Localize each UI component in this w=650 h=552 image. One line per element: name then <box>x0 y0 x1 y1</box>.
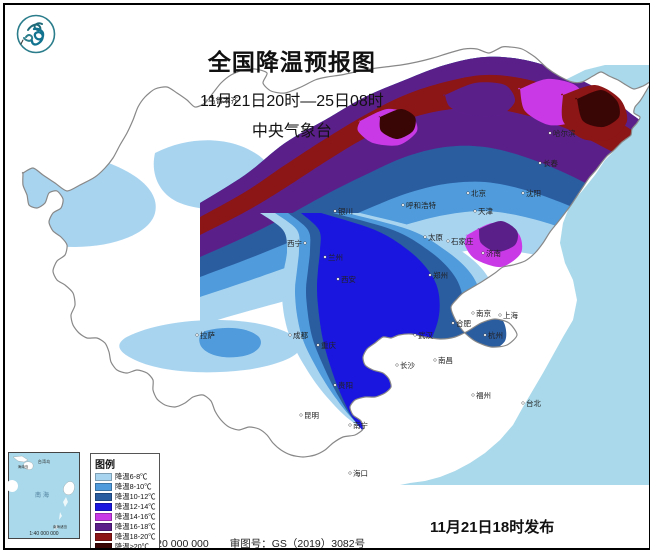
svg-text:太原: 太原 <box>428 232 443 242</box>
svg-text:南宁: 南宁 <box>353 420 368 430</box>
svg-text:海口: 海口 <box>353 468 368 478</box>
svg-text:重庆: 重庆 <box>321 340 336 350</box>
svg-text:西安: 西安 <box>341 274 356 284</box>
svg-text:石家庄: 石家庄 <box>451 236 474 246</box>
svg-text:呼和浩特: 呼和浩特 <box>406 200 436 210</box>
svg-text:台湾岛: 台湾岛 <box>38 458 51 465</box>
svg-text:拉萨: 拉萨 <box>200 330 215 340</box>
svg-text:长沙: 长沙 <box>400 360 415 370</box>
svg-text:福州: 福州 <box>476 391 491 400</box>
svg-text:郑州: 郑州 <box>433 270 448 280</box>
svg-text:银川: 银川 <box>338 207 353 216</box>
svg-text:昆明: 昆明 <box>304 411 319 420</box>
svg-text:武汉: 武汉 <box>418 330 433 340</box>
svg-text:南昌: 南昌 <box>438 355 453 365</box>
svg-text:贵阳: 贵阳 <box>338 380 353 390</box>
svg-text:台北: 台北 <box>526 398 541 408</box>
svg-text:兰州: 兰州 <box>328 252 343 262</box>
svg-text:北京: 北京 <box>471 188 486 198</box>
svg-text:海南岛: 海南岛 <box>18 464 29 469</box>
svg-text:南海: 南海 <box>35 491 51 499</box>
svg-text:西宁: 西宁 <box>287 238 302 248</box>
svg-text:济南: 济南 <box>486 248 501 258</box>
svg-text:杭州: 杭州 <box>488 330 503 340</box>
svg-text:南京: 南京 <box>476 308 491 318</box>
svg-text:南海诸岛: 南海诸岛 <box>53 524 68 529</box>
svg-text:成都: 成都 <box>293 330 308 340</box>
svg-text:天津: 天津 <box>478 207 493 216</box>
svg-text:合肥: 合肥 <box>456 318 471 328</box>
svg-text:哈尔滨: 哈尔滨 <box>553 128 576 138</box>
svg-text:长春: 长春 <box>543 158 558 168</box>
svg-text:1:40 000 000: 1:40 000 000 <box>29 531 58 537</box>
svg-text:沈阳: 沈阳 <box>526 188 541 198</box>
svg-text:上海: 上海 <box>503 310 518 320</box>
